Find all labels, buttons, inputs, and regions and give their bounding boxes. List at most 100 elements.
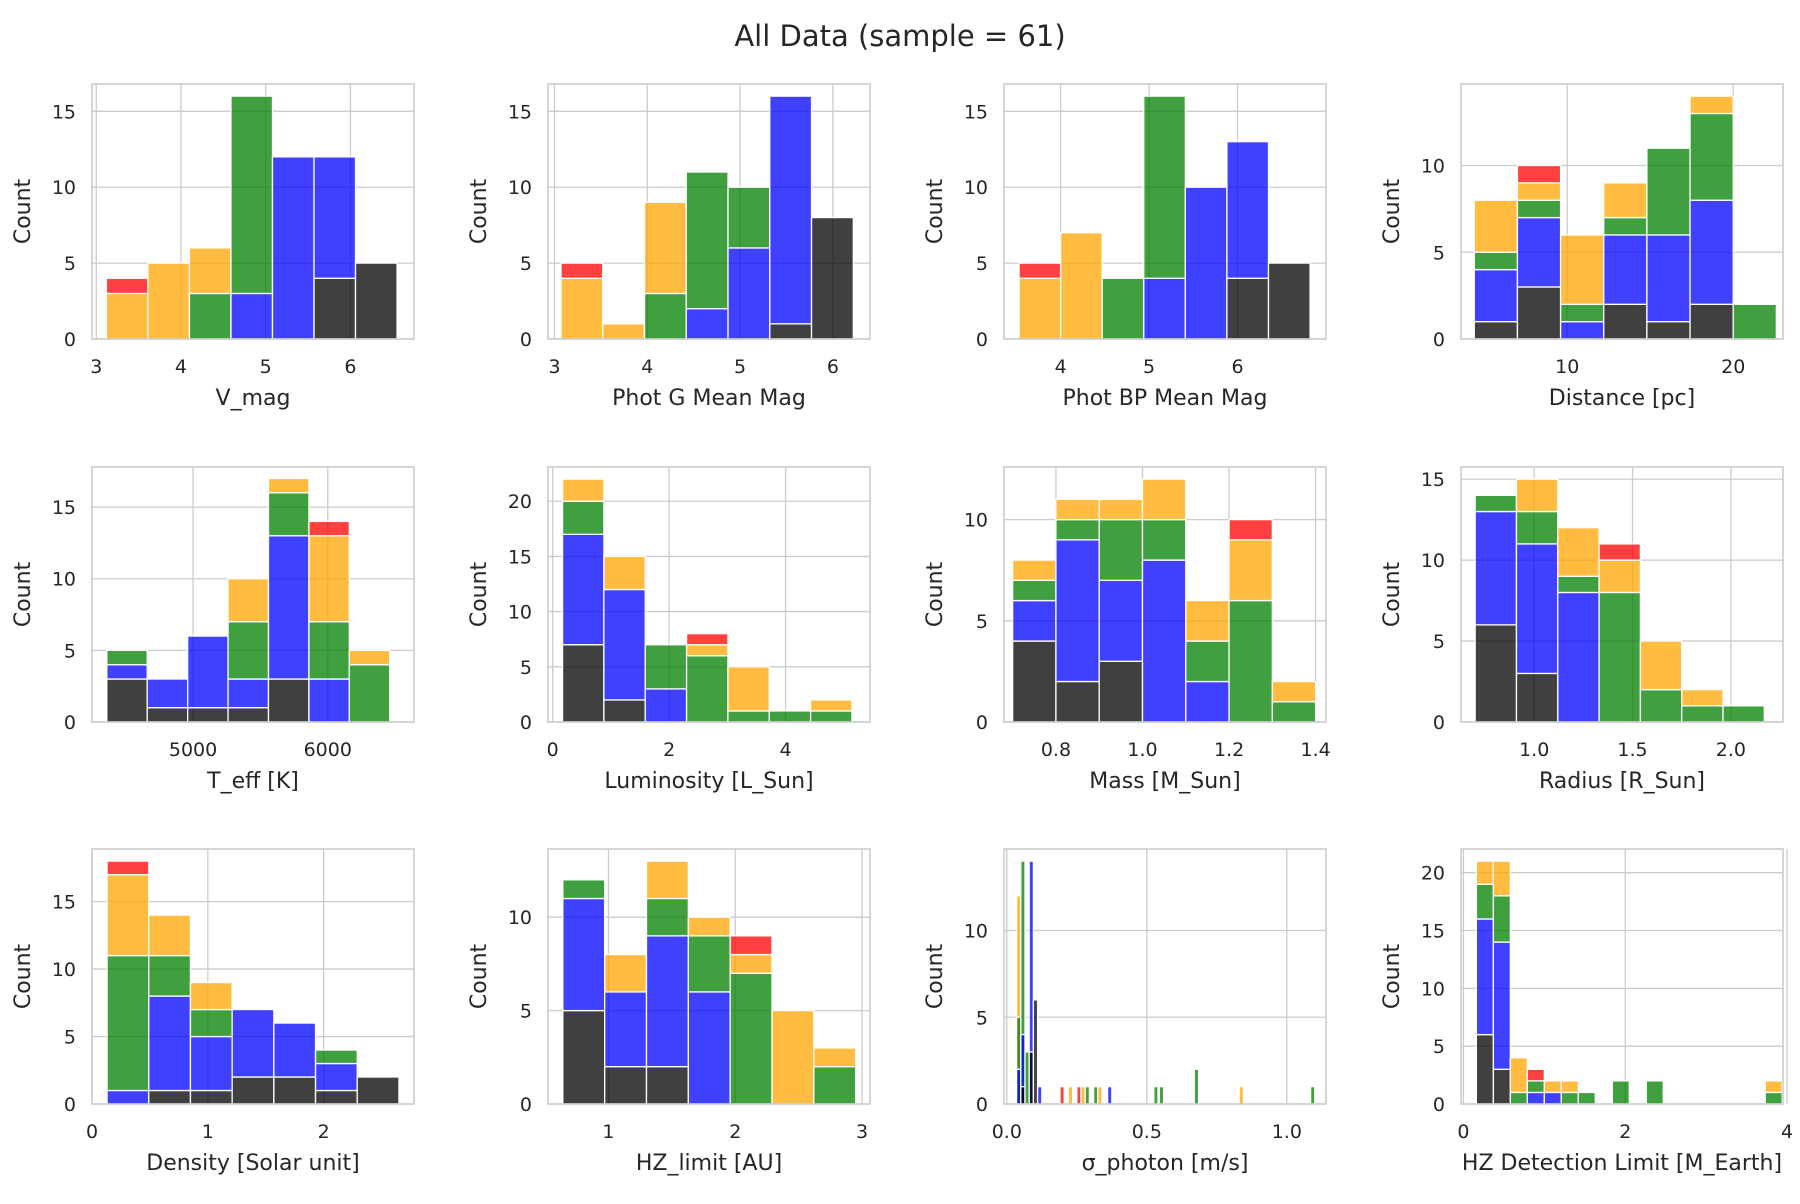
- bar-segment-green: [727, 710, 770, 723]
- y-tick-label: 5: [64, 1027, 76, 1049]
- y-tick-label: 10: [1421, 978, 1445, 1000]
- bar-segment-red: [729, 935, 773, 956]
- axes-frame: [547, 466, 871, 723]
- bar-segment-orange: [1018, 277, 1062, 340]
- x-tick-label: 6: [1231, 356, 1243, 378]
- bar-segment-black: [1516, 286, 1562, 340]
- bar-segment-green: [1101, 277, 1145, 340]
- y-axis-label: Count: [923, 561, 948, 627]
- y-tick-label: 0: [1433, 1094, 1445, 1116]
- bar-segment-orange: [348, 649, 391, 666]
- x-tick-label: 0: [1457, 1121, 1469, 1143]
- bar-segment-blue: [227, 678, 270, 709]
- bar-segment-green: [809, 710, 853, 723]
- bar-segment-orange: [1543, 1080, 1562, 1094]
- bar-segment-black: [187, 707, 229, 723]
- axes-frame: [1460, 848, 1784, 1105]
- bar-segment-green: [1559, 303, 1605, 323]
- bar-segment-green: [1271, 701, 1317, 723]
- y-tick-label: 0: [976, 329, 988, 351]
- bar-segment-green: [687, 935, 731, 993]
- bar-segment-orange: [308, 535, 350, 623]
- bar-segment-green: [1143, 95, 1186, 279]
- histogram-panel: 5000 6000 0 5 10 15 T_eff [K] Count: [11, 466, 415, 794]
- x-tick-label: 4: [1055, 356, 1067, 378]
- y-tick-label: 10: [52, 569, 76, 591]
- bar-segment-green: [1516, 199, 1562, 219]
- bar-segment-green: [189, 1008, 233, 1038]
- bar-segment-green: [685, 655, 729, 723]
- x-axis-label: V_mag: [216, 386, 291, 411]
- axes-frame: [91, 466, 415, 723]
- bar-segment-orange: [560, 277, 604, 340]
- bar-segment-green: [188, 292, 232, 340]
- plot-area: [1004, 849, 1326, 1104]
- bar-segment-green: [106, 649, 148, 666]
- x-axis-label: Mass [M_Sun]: [1089, 769, 1240, 794]
- bar-segment-green: [1681, 705, 1724, 723]
- bars: [560, 95, 854, 340]
- bar-segment-orange: [645, 860, 689, 900]
- bars: [106, 860, 400, 1105]
- x-tick-label: 0: [86, 1121, 98, 1143]
- bar-segment-green: [1645, 1080, 1664, 1105]
- y-tick-label: 10: [1421, 550, 1445, 572]
- bar-segment-black: [189, 1089, 233, 1105]
- bar-segment-red: [1018, 262, 1062, 279]
- bar-segment-black: [1267, 262, 1311, 340]
- x-tick-label: 6000: [304, 739, 352, 761]
- x-tick-label: 4: [641, 356, 653, 378]
- bar-segment-black: [313, 277, 357, 340]
- bar-segment-orange: [1055, 498, 1100, 521]
- y-axis-label: Count: [11, 943, 36, 1009]
- bar-segment-blue: [561, 533, 605, 646]
- histogram-panel: 0 1 2 0 5 10 15 Density [Solar unit] Count: [11, 848, 415, 1176]
- bars: [561, 478, 853, 723]
- bar-segment-black: [106, 678, 148, 723]
- y-axis-label: Count: [467, 178, 492, 244]
- bar-blue: [1036, 1086, 1043, 1105]
- bar-segment-green: [1473, 251, 1519, 271]
- bar-segment-red: [1598, 543, 1642, 561]
- bar-segment-blue: [769, 95, 813, 325]
- bar-segment-orange: [561, 478, 605, 502]
- bar-segment-blue: [1012, 599, 1057, 642]
- bar-segment-orange: [729, 953, 773, 974]
- y-tick-label: 15: [52, 101, 76, 123]
- bar-segment-blue: [604, 991, 648, 1068]
- y-tick-label: 5: [976, 1007, 988, 1029]
- bar-segment-orange: [1560, 1080, 1579, 1094]
- y-tick-label: 15: [52, 497, 76, 519]
- y-tick-label: 5: [520, 1001, 532, 1023]
- bar-orange: [1238, 1086, 1245, 1105]
- bar-segment-green: [227, 621, 270, 680]
- x-tick-label: 1.0: [1272, 1121, 1302, 1143]
- axes-frame: [91, 848, 415, 1105]
- y-tick-label: 0: [1433, 712, 1445, 734]
- bar-segment-red: [106, 860, 150, 876]
- y-tick-label: 0: [976, 712, 988, 734]
- bar-segment-blue: [231, 1008, 275, 1078]
- x-tick-label: 10: [1555, 356, 1579, 378]
- bar-segment-green: [1560, 1091, 1579, 1105]
- bar-segment-green: [727, 186, 771, 249]
- bar-green: [1309, 1086, 1316, 1105]
- axes-frame: [1003, 466, 1327, 723]
- bar-segment-orange: [1059, 232, 1103, 340]
- y-tick-label: 0: [520, 329, 532, 351]
- axes-frame: [91, 83, 415, 340]
- bar-segment-green: [813, 1065, 857, 1105]
- histogram-panel: 0 2 4 0 5 10 15 20 Luminosity [L_Sun] Count: [467, 466, 871, 794]
- bar-segment-blue: [1055, 539, 1100, 683]
- bar-segment-black: [1473, 321, 1519, 340]
- figure-title: All Data (sample = 61): [734, 19, 1065, 53]
- bars: [1474, 478, 1765, 723]
- y-tick-label: 20: [1421, 863, 1445, 885]
- bar-segment-blue: [1557, 591, 1600, 723]
- bar-segment-green: [1055, 518, 1100, 541]
- bar-segment-green: [308, 621, 350, 680]
- bar-segment-red: [1516, 164, 1562, 184]
- bar-segment-black: [561, 644, 605, 723]
- bar-segment-blue: [1516, 216, 1562, 288]
